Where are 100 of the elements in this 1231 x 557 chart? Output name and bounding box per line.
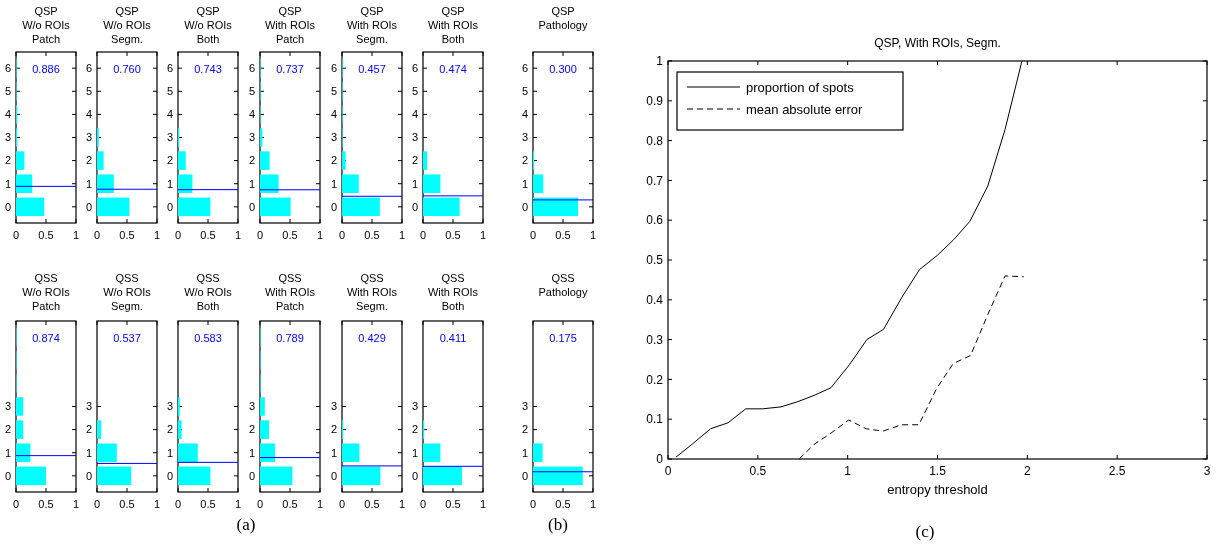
chart-title: QSP Pathology (538, 4, 588, 31)
annotation: 0.537 (113, 331, 141, 344)
x-tick-label: 1 (398, 498, 406, 510)
x-tick-label: 1 (844, 464, 852, 478)
y-tick-label: 4 (248, 108, 255, 121)
y-tick-label: 1 (411, 446, 418, 459)
y-tick-label: 0 (656, 452, 664, 467)
annotation: 0.300 (549, 62, 577, 75)
y-tick-label: 3 (521, 131, 528, 144)
y-tick-label: 2 (330, 154, 337, 167)
y-tick-label: 3 (411, 131, 418, 144)
annotation: 0.760 (113, 62, 141, 75)
chart-title: QSP W/o ROIs Patch (22, 4, 71, 45)
x-tick-label: 3 (1203, 464, 1211, 478)
x-tick-label: 1 (479, 498, 487, 510)
x-tick-label: 0.5 (364, 498, 380, 510)
y-tick-label: 2 (521, 423, 528, 436)
y-tick-label: 0.5 (646, 253, 664, 268)
y-tick-label: 1 (85, 446, 92, 459)
x-tick-label: 0 (256, 229, 264, 241)
x-tick-label: 0.5 (555, 229, 571, 241)
x-tick-label: 0.5 (445, 229, 461, 241)
x-tick-label: 0.5 (38, 498, 54, 510)
x-tick-label: 1 (72, 498, 80, 510)
x-tick-label: 0 (338, 229, 346, 241)
y-tick-label: 6 (521, 62, 528, 75)
y-tick-label: 1 (521, 177, 528, 190)
y-tick-label: 3 (521, 400, 528, 413)
y-tick-label: 3 (4, 400, 11, 413)
x-tick-label: 2.5 (1108, 464, 1126, 478)
x-tick-label: 1 (153, 229, 161, 241)
chart-title: QSS With ROIs Both (427, 271, 479, 312)
annotation: 0.743 (194, 62, 222, 75)
chart-title: QSP With ROIs Segm. (346, 4, 398, 45)
y-tick-label: 2 (330, 423, 337, 436)
y-tick-label: 6 (4, 62, 11, 75)
x-axis-title: entropy threshold (887, 482, 988, 497)
y-tick-label: 3 (166, 131, 173, 144)
x-tick-label: 0 (419, 229, 427, 241)
y-tick-label: 0 (330, 200, 337, 213)
x-tick-label: 0 (529, 498, 537, 510)
y-tick-label: 0.6 (646, 213, 664, 228)
annotation: 0.737 (276, 62, 304, 75)
chart-title: QSS With ROIs Patch (264, 271, 316, 312)
y-tick-label: 0 (411, 200, 418, 213)
chart-title: QSS W/o ROIs Both (184, 271, 233, 312)
y-tick-label: 1 (248, 446, 255, 459)
y-tick-label: 3 (248, 400, 255, 413)
y-tick-label: 3 (4, 131, 11, 144)
y-tick-label: 5 (4, 85, 11, 98)
x-tick-label: 0 (93, 229, 101, 241)
x-tick-label: 0.5 (282, 229, 298, 241)
y-tick-label: 1 (411, 177, 418, 190)
x-tick-label: 0.5 (200, 229, 216, 241)
y-tick-label: 5 (411, 85, 418, 98)
y-tick-label: 2 (4, 154, 11, 167)
annotation: 0.457 (358, 62, 386, 75)
y-tick-label: 4 (411, 108, 418, 121)
y-tick-label: 2 (411, 154, 418, 167)
y-tick-label: 1 (330, 446, 337, 459)
annotation: 0.175 (549, 331, 577, 344)
x-tick-label: 0 (256, 498, 264, 510)
y-tick-label: 2 (85, 154, 92, 167)
y-tick-label: 6 (248, 62, 255, 75)
y-tick-label: 2 (411, 423, 418, 436)
y-tick-label: 0.2 (646, 372, 664, 387)
y-tick-label: 5 (85, 85, 92, 98)
y-tick-label: 1 (85, 177, 92, 190)
chart-title: QSP With ROIs Both (427, 4, 479, 45)
x-tick-label: 0 (174, 498, 182, 510)
x-tick-label: 0.5 (445, 498, 461, 510)
y-tick-label: 1 (166, 177, 173, 190)
x-tick-label: 0.5 (119, 498, 135, 510)
y-tick-label: 1 (4, 177, 11, 190)
y-tick-label: 0.7 (646, 173, 664, 188)
y-tick-label: 5 (166, 85, 173, 98)
annotation: 0.874 (32, 331, 60, 344)
y-tick-label: 0 (85, 200, 92, 213)
x-tick-label: 0.5 (749, 464, 767, 478)
y-tick-label: 0.8 (646, 133, 664, 148)
y-tick-label: 5 (248, 85, 255, 98)
y-tick-label: 0 (4, 200, 11, 213)
y-tick-label: 2 (248, 423, 255, 436)
y-tick-label: 6 (411, 62, 418, 75)
y-tick-label: 0.1 (646, 412, 664, 427)
text: (b) (548, 515, 568, 534)
x-tick-label: 1 (398, 229, 406, 241)
y-tick-label: 3 (248, 131, 255, 144)
annotation: 0.411 (439, 331, 467, 344)
x-tick-label: 1 (316, 229, 324, 241)
x-tick-label: 0 (93, 498, 101, 510)
y-tick-label: 5 (330, 85, 337, 98)
annotation: 0.474 (439, 62, 467, 75)
x-tick-label: 0.5 (38, 229, 54, 241)
chart-title: QSP W/o ROIs Both (184, 4, 233, 45)
y-tick-label: 6 (85, 62, 92, 75)
text: (c) (915, 522, 935, 541)
x-tick-label: 0 (338, 498, 346, 510)
y-tick-label: 0.3 (646, 332, 664, 347)
y-tick-label: 3 (411, 400, 418, 413)
